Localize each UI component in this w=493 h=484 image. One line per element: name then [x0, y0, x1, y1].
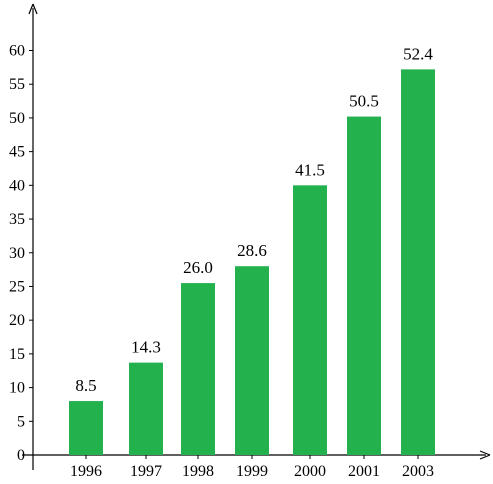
- y-tick-label: 40: [9, 177, 25, 194]
- bar-2000: [293, 185, 327, 456]
- x-tick-label-1997: 1997: [130, 463, 162, 480]
- data-label-1997: 14.3: [131, 338, 161, 357]
- bar-1997: [129, 362, 163, 455]
- x-axis-arrow-icon: [479, 450, 491, 460]
- y-tick-label: 0: [17, 447, 25, 464]
- bar-2003: [401, 69, 435, 456]
- x-tick-label-2000: 2000: [294, 463, 326, 480]
- bars: [69, 69, 435, 456]
- bar-1996: [69, 401, 103, 455]
- bar-2001: [347, 116, 381, 456]
- y-tick-label: 15: [9, 346, 25, 363]
- x-tick-label-1996: 1996: [70, 463, 102, 480]
- y-tick-label: 10: [9, 380, 25, 397]
- data-label-1999: 28.6: [237, 241, 267, 260]
- x-tick-label-2003: 2003: [402, 463, 434, 480]
- y-tick-label: 35: [9, 211, 25, 228]
- data-label-1996: 8.5: [75, 376, 96, 395]
- x-tick-label-2001: 2001: [348, 463, 380, 480]
- x-tick-label-1999: 1999: [236, 463, 268, 480]
- y-tick-label: 20: [9, 312, 25, 329]
- data-label-2000: 41.5: [295, 160, 325, 179]
- data-labels: 8.5 14.3 26.0 28.6 41.5 50.5 52.4: [75, 44, 433, 395]
- y-tick-label: 45: [9, 144, 25, 161]
- y-tick-label: 5: [17, 413, 25, 430]
- data-label-1998: 26.0: [183, 258, 213, 277]
- y-tick-label: 25: [9, 278, 25, 295]
- y-tick-label: 50: [9, 110, 25, 127]
- y-tick-label: 60: [9, 43, 25, 60]
- y-axis-arrow-icon: [28, 3, 38, 15]
- y-axis-ticks: 0 5 10 15 20 25 30 35 40 45 50 55 60: [9, 43, 33, 464]
- data-label-2003: 52.4: [403, 44, 433, 63]
- bar-1999: [235, 266, 269, 455]
- x-tick-label-1998: 1998: [182, 463, 214, 480]
- data-label-2001: 50.5: [349, 92, 379, 111]
- bar-1998: [181, 283, 215, 455]
- x-axis-ticks: 1996 1997 1998 1999 2000 2001 2003: [70, 455, 434, 480]
- y-tick-label: 30: [9, 245, 25, 262]
- y-tick-label: 55: [9, 76, 25, 93]
